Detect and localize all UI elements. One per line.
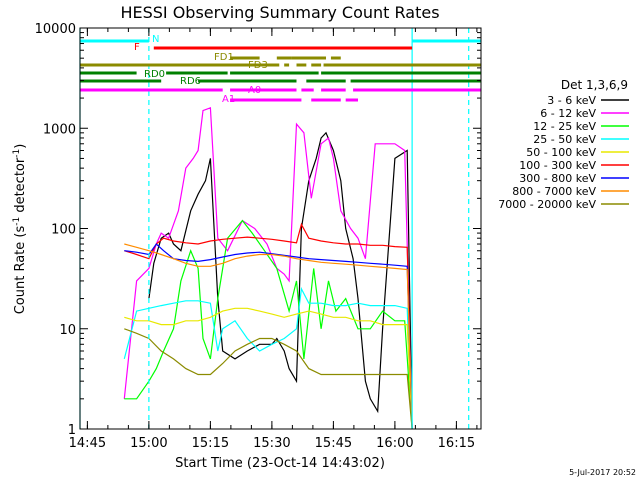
- y-axis-label-end: ): [13, 144, 28, 149]
- flag-label-a1: A1: [222, 94, 235, 105]
- series-line-3: [123, 286, 413, 430]
- y-axis-label-main: Count Rate (s: [13, 226, 28, 315]
- x-axis-label: Start Time (23-Oct-14 14:43:02): [175, 456, 385, 471]
- legend-label-2: 12 - 25 keV: [533, 120, 596, 133]
- series-line-2: [124, 219, 413, 430]
- y-tick-label: 1: [68, 423, 76, 438]
- x-tick-label: 15:00: [130, 436, 167, 451]
- flag-label-rd0: RD0: [144, 69, 165, 80]
- legend-label-3: 25 - 50 keV: [533, 133, 596, 146]
- x-tick-label: 14:45: [69, 436, 106, 451]
- series-line-0: [148, 131, 413, 430]
- legend-label-8: 7000 - 20000 keV: [498, 198, 596, 211]
- flag-label-f: F: [134, 42, 140, 53]
- legend-label-7: 800 - 7000 keV: [512, 185, 596, 198]
- series-line-4: [124, 307, 413, 430]
- x-tick-label: 16:15: [438, 436, 475, 451]
- series-line-7: [124, 243, 413, 430]
- x-tick-label: 15:15: [192, 436, 229, 451]
- y-axis-label: Count Rate (s-1 detector-1): [12, 144, 28, 315]
- legend-label-4: 50 - 100 keV: [526, 146, 596, 159]
- y-axis-label-superscript-1: -1: [12, 217, 22, 226]
- legend-label-5: 100 - 300 keV: [519, 159, 596, 172]
- flag-label-rd6: RD6: [180, 76, 201, 87]
- y-tick-label: 1000: [43, 122, 76, 137]
- series-line-1: [123, 106, 413, 430]
- legend-title: Det 1,3,6,9: [561, 78, 628, 92]
- y-axis-label-superscript-2: -1: [12, 149, 22, 158]
- x-tick-label: 15:30: [253, 436, 290, 451]
- y-tick-label: 100: [51, 223, 76, 238]
- flag-label-fd3: FD3: [248, 60, 268, 71]
- legend-label-1: 6 - 12 keV: [540, 107, 596, 120]
- flag-label-a0: A0: [248, 85, 261, 96]
- y-axis-ticks: 1 10 100 1000 10000: [35, 22, 481, 438]
- series-line-5: [124, 222, 413, 430]
- legend-label-6: 300 - 800 keV: [519, 172, 596, 185]
- y-tick-label: 10: [59, 323, 76, 338]
- x-axis-ticks: 14:45 15:00 15:15 15:30 15:45 16:00 16:15: [69, 28, 478, 451]
- y-axis-label-middle: detector: [13, 157, 28, 217]
- flag-label-n: N: [152, 34, 159, 45]
- chart-title: HESSI Observing Summary Count Rates: [120, 3, 439, 22]
- series-line-8: [124, 328, 413, 430]
- series-line-6: [124, 243, 413, 430]
- x-tick-label: 16:00: [376, 436, 413, 451]
- flag-label-fd1: FD1: [214, 52, 234, 63]
- footer-timestamp: 5-Jul-2017 20:52: [569, 468, 636, 477]
- x-tick-label: 15:45: [315, 436, 352, 451]
- y-tick-label: 10000: [35, 22, 76, 37]
- legend-label-0: 3 - 6 keV: [547, 94, 596, 107]
